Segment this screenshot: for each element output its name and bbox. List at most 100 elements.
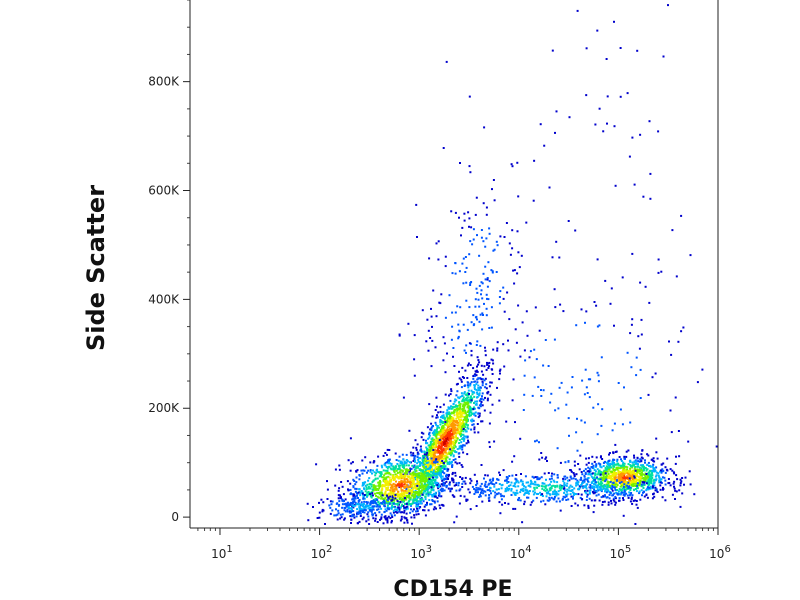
event-point [678, 489, 681, 492]
event-point [422, 456, 425, 459]
event-point [465, 266, 468, 269]
event-point [322, 509, 325, 512]
event-point [455, 482, 458, 485]
event-point [538, 329, 541, 332]
event-point [477, 359, 480, 362]
event-point [585, 483, 588, 486]
event-point [428, 470, 431, 473]
event-point [597, 481, 600, 484]
event-point [415, 505, 418, 508]
event-point [648, 120, 651, 123]
event-point [654, 372, 657, 375]
event-point [675, 474, 678, 477]
event-point [591, 477, 594, 480]
event-point [571, 376, 574, 378]
event-point [458, 455, 461, 458]
event-point [432, 476, 434, 479]
event-point [479, 405, 482, 408]
event-point [457, 323, 460, 326]
event-point [422, 500, 425, 503]
event-point [608, 475, 611, 478]
event-point [354, 487, 357, 490]
event-point [440, 437, 443, 440]
event-point [487, 298, 490, 301]
event-point [616, 458, 619, 461]
event-point [388, 461, 391, 464]
event-point [613, 20, 615, 23]
event-point [623, 490, 626, 493]
event-point [384, 484, 387, 487]
event-point [500, 498, 503, 501]
event-point [652, 467, 655, 470]
event-point [448, 423, 451, 426]
event-point [517, 498, 519, 501]
event-point [650, 482, 653, 485]
event-point [470, 411, 473, 414]
event-point [533, 348, 536, 351]
event-point [407, 491, 410, 494]
event-point [518, 266, 521, 269]
event-point [394, 473, 397, 476]
event-point [369, 461, 372, 464]
event-point [519, 499, 522, 502]
event-point [545, 484, 548, 487]
event-point [370, 496, 373, 499]
event-point [543, 472, 546, 475]
event-point [381, 466, 384, 469]
event-point [652, 459, 655, 462]
event-point [448, 294, 451, 297]
event-point [557, 493, 560, 496]
event-point [502, 286, 505, 289]
event-point [438, 495, 441, 498]
event-point [419, 499, 422, 502]
event-point [614, 478, 617, 481]
event-point [467, 427, 470, 430]
event-point [446, 434, 449, 437]
event-point [633, 461, 636, 464]
event-point [489, 489, 492, 492]
event-point [631, 502, 634, 505]
event-point [335, 514, 338, 517]
event-point [621, 276, 624, 279]
event-point [388, 458, 391, 461]
event-point [419, 480, 422, 483]
event-point [341, 498, 344, 501]
event-point [438, 433, 441, 436]
event-point [386, 500, 389, 503]
event-point [413, 516, 416, 519]
event-point [683, 483, 685, 486]
event-point [629, 421, 632, 424]
event-point [434, 346, 437, 349]
event-point [645, 482, 648, 485]
event-point [424, 469, 427, 471]
event-point [643, 477, 646, 480]
event-point [631, 480, 634, 482]
event-point [478, 320, 481, 323]
event-point [549, 483, 551, 486]
event-point [349, 502, 352, 505]
event-point [588, 470, 591, 473]
event-point [406, 459, 409, 462]
event-point [477, 384, 480, 387]
event-point [424, 472, 427, 475]
event-point [448, 452, 451, 455]
event-point [426, 486, 429, 489]
event-point [347, 504, 350, 507]
event-point [460, 380, 463, 383]
event-point [462, 439, 465, 442]
event-point [442, 425, 445, 428]
event-point [593, 301, 596, 303]
event-point [499, 474, 501, 476]
event-point [607, 473, 610, 475]
event-point [411, 510, 414, 513]
event-point [538, 441, 540, 444]
event-point [446, 417, 449, 420]
event-point [639, 479, 642, 482]
event-point [559, 484, 562, 487]
event-point [446, 420, 449, 423]
event-point [481, 380, 484, 383]
event-point [415, 488, 418, 490]
event-point [617, 382, 620, 384]
event-point [451, 466, 454, 468]
